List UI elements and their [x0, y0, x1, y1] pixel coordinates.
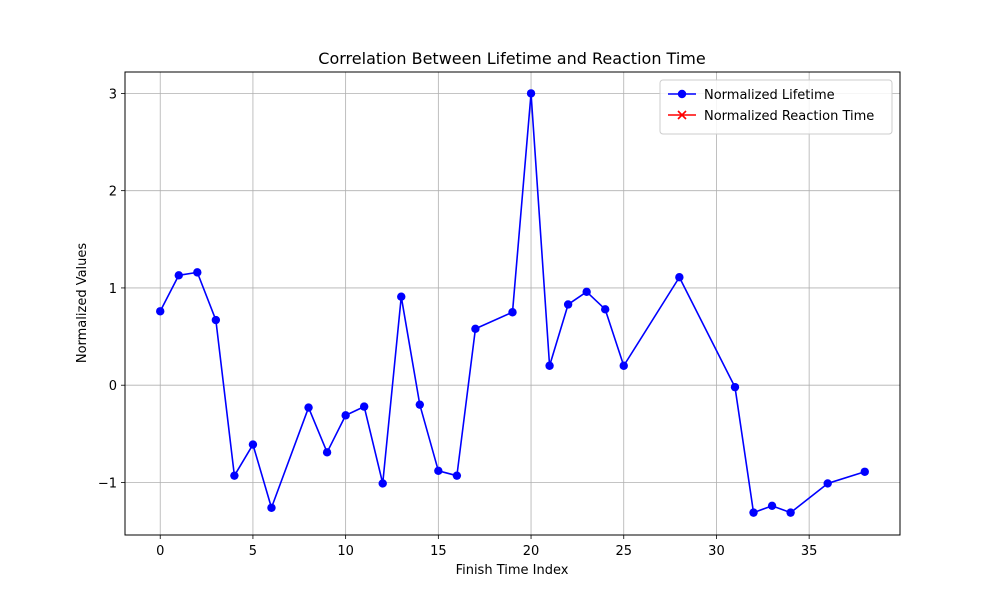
data-point — [508, 308, 517, 317]
y-tick-label: 3 — [109, 87, 117, 102]
data-point — [174, 271, 183, 280]
x-tick-label: 5 — [249, 544, 257, 559]
legend-marker — [677, 110, 687, 120]
x-tick-label: 25 — [615, 544, 632, 559]
data-point — [749, 508, 758, 517]
y-tick-label: 2 — [109, 185, 117, 200]
x-tick-label: 20 — [523, 544, 540, 559]
axis-ticks: 0 5 10 15 20 25 30 35 −1 0 1 2 3 — [98, 87, 818, 559]
grid-lines — [125, 72, 900, 535]
data-point — [230, 471, 239, 480]
x-tick-label: 35 — [801, 544, 818, 559]
plot-frame — [124, 71, 901, 536]
data-point — [582, 287, 591, 297]
legend: Normalized Lifetime Normalized Reaction T… — [659, 79, 893, 135]
data-point — [193, 268, 202, 277]
data-point — [545, 361, 554, 370]
legend-label: Normalized Lifetime — [704, 88, 835, 103]
data-point — [730, 382, 740, 392]
x-tick-label: 10 — [337, 544, 354, 559]
legend-box — [659, 79, 893, 135]
legend-marker — [677, 89, 687, 99]
data-point — [434, 466, 443, 476]
data-point — [248, 440, 258, 449]
data-point — [211, 315, 221, 325]
data-point — [526, 89, 536, 98]
data-point — [452, 471, 462, 480]
y-tick-label: −1 — [98, 476, 117, 491]
x-tick-label: 30 — [708, 544, 725, 559]
data-point — [601, 305, 610, 314]
data-point — [322, 448, 332, 457]
data-point — [378, 479, 387, 488]
data-point — [823, 479, 832, 488]
series-layer — [156, 89, 869, 517]
y-tick-label: 1 — [109, 282, 117, 297]
x-tick-label: 15 — [430, 544, 447, 559]
legend-label: Normalized Reaction Time — [704, 109, 874, 124]
data-point — [304, 403, 313, 412]
data-point — [767, 501, 777, 511]
data-point — [786, 508, 795, 517]
data-point — [675, 273, 684, 282]
data-point — [471, 324, 480, 333]
x-axis-label: Finish Time Index — [456, 563, 569, 578]
chart-title: Correlation Between Lifetime and Reactio… — [318, 49, 705, 68]
data-point — [860, 467, 869, 476]
data-point — [619, 361, 628, 370]
data-point — [156, 307, 165, 316]
x-tick-label: 0 — [156, 544, 164, 559]
data-point — [341, 411, 350, 420]
y-tick-label: 0 — [109, 379, 117, 394]
y-axis-label: Normalized Values — [75, 243, 90, 364]
data-point — [415, 400, 424, 409]
data-point — [267, 503, 276, 512]
data-point — [359, 402, 369, 411]
data-point — [397, 292, 406, 301]
data-point — [563, 300, 573, 309]
